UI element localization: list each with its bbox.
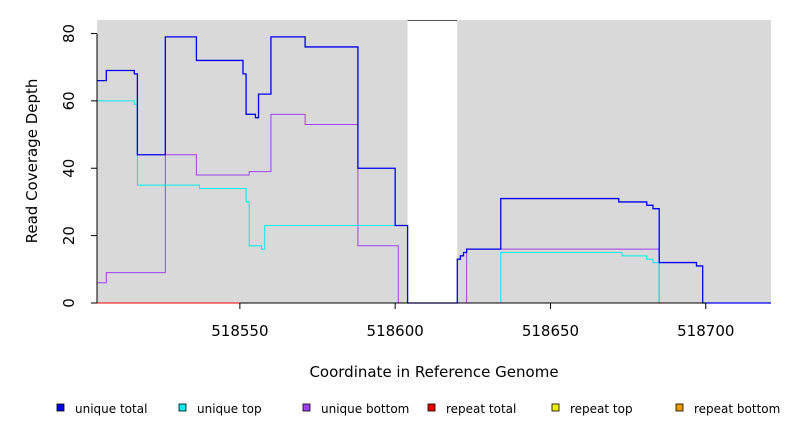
- legend-swatch: [675, 403, 684, 412]
- gap-region-1: [407, 20, 458, 303]
- legend-label: unique bottom: [321, 402, 409, 416]
- plot-background: [97, 20, 771, 303]
- plot-region-1: [97, 20, 408, 303]
- x-tick-label: 518600: [367, 322, 424, 340]
- plot-region-last: [457, 20, 771, 303]
- y-axis-label: Read Coverage Depth: [23, 79, 41, 244]
- axes-layer: 0 20 40 60 80 518550 518600 518650 518700: [60, 24, 734, 340]
- legend-swatch: [178, 403, 187, 412]
- legend-swatch: [551, 403, 560, 412]
- legend-item-unique-total: unique total: [56, 402, 147, 416]
- series-unique-bottom: [97, 113, 771, 304]
- legend-label: repeat bottom: [694, 402, 780, 416]
- y-tick-label: 20: [60, 226, 78, 245]
- legend-item-unique-bottom: unique bottom: [302, 402, 409, 416]
- x-axis-label: Coordinate in Reference Genome: [309, 363, 558, 381]
- x-tick-label: 518700: [677, 322, 734, 340]
- series-unique-total: [97, 36, 771, 304]
- legend-label: repeat total: [446, 402, 516, 416]
- legend-swatch: [302, 403, 311, 412]
- legend-item-repeat-top: repeat top: [551, 402, 633, 416]
- x-tick-label: 518650: [522, 322, 579, 340]
- legend-item-unique-top: unique top: [178, 402, 262, 416]
- series-layer: [97, 36, 771, 304]
- legend-label: unique total: [75, 402, 147, 416]
- x-tick-label: 518550: [211, 322, 268, 340]
- y-tick-label: 80: [60, 24, 78, 43]
- legend-swatch: [427, 403, 436, 412]
- y-tick-label: 0: [60, 298, 78, 308]
- legend-item-repeat-total: repeat total: [427, 402, 516, 416]
- legend-swatch: [56, 403, 65, 412]
- legend-label: unique top: [197, 402, 262, 416]
- y-tick-label: 40: [60, 159, 78, 178]
- legend: unique total unique top unique bottom repea…: [56, 402, 780, 416]
- series-unique-top: [97, 100, 771, 304]
- legend-item-repeat-bottom: repeat bottom: [675, 402, 780, 416]
- y-tick-label: 60: [60, 91, 78, 110]
- legend-label: repeat top: [570, 402, 633, 416]
